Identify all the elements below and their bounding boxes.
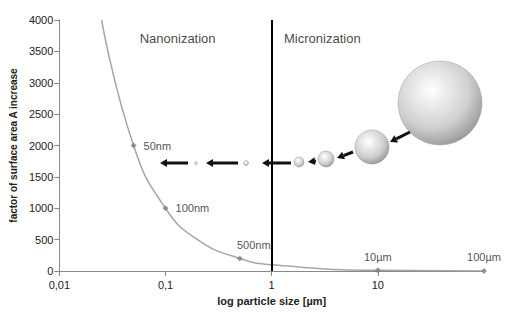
svg-text:factor of surface area A incre: factor of surface area A increase [8, 68, 19, 223]
svg-text:50nm: 50nm [144, 140, 172, 152]
svg-text:1: 1 [269, 279, 275, 291]
svg-text:3500: 3500 [29, 45, 53, 57]
svg-text:0,1: 0,1 [158, 279, 173, 291]
svg-text:100µm: 100µm [467, 251, 501, 263]
svg-text:Nanonization: Nanonization [140, 31, 216, 46]
svg-text:500: 500 [35, 234, 53, 246]
svg-text:2000: 2000 [29, 140, 53, 152]
svg-text:1000: 1000 [29, 202, 53, 214]
svg-text:10µm: 10µm [364, 251, 392, 263]
svg-text:0,01: 0,01 [49, 279, 70, 291]
svg-text:3000: 3000 [29, 77, 53, 89]
svg-text:100nm: 100nm [176, 202, 210, 214]
svg-text:2500: 2500 [29, 108, 53, 120]
svg-text:10: 10 [372, 279, 384, 291]
svg-text:1500: 1500 [29, 171, 53, 183]
svg-text:4000: 4000 [29, 14, 53, 26]
svg-text:log particle size [µm]: log particle size [µm] [217, 295, 326, 307]
svg-text:500nm: 500nm [237, 239, 271, 251]
svg-text:Micronization: Micronization [284, 31, 361, 46]
svg-text:0: 0 [47, 265, 53, 277]
